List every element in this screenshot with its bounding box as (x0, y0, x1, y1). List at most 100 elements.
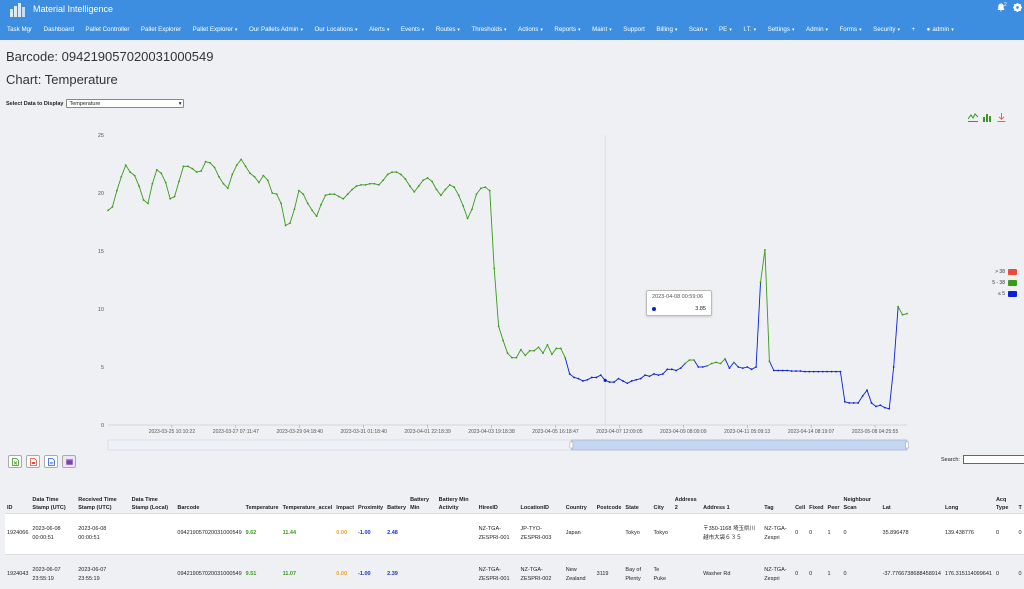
brand-name[interactable]: Material Intelligence (33, 4, 114, 14)
nav-item-our-pallets-admin[interactable]: Our Pallets Admin (249, 26, 303, 33)
column-header-hireeid[interactable]: HireeID (476, 474, 519, 514)
column-header-battery[interactable]: Battery (385, 474, 409, 514)
column-header-received-time-stamp-utc[interactable]: Received Time Stamp (UTC) (76, 474, 130, 514)
column-header-battery-min[interactable]: Battery Min (408, 474, 437, 514)
column-header-data-time-stamp-utc[interactable]: Data Time Stamp (UTC) (30, 474, 77, 514)
data-point (892, 366, 895, 368)
column-header-t[interactable]: T (1016, 474, 1024, 514)
data-point (142, 199, 145, 201)
column-header-proximity[interactable]: Proximity (356, 474, 386, 514)
column-header-peer[interactable]: Peer (825, 474, 842, 514)
column-header-country[interactable]: Country (563, 474, 595, 514)
nav-item-thresholds[interactable]: Thresholds (471, 26, 506, 33)
temperature-chart[interactable]: 25 20 15 10 5 0 2023-03-25 10:10:22 2023-03-27 … (0, 125, 1024, 455)
nav-item-admin[interactable]: Admin (806, 26, 828, 33)
series-segment (249, 172, 255, 178)
nav-item-maint[interactable]: Maint (592, 26, 612, 33)
series-segment (640, 374, 646, 379)
column-header-state[interactable]: State (623, 474, 652, 514)
data-point (115, 189, 118, 192)
column-header-barcode[interactable]: Barcode (175, 474, 244, 514)
nav-item-settings[interactable]: Settings (768, 26, 795, 33)
column-header-acq-type[interactable]: Acq Type (993, 474, 1017, 514)
calendar-button[interactable] (62, 455, 76, 468)
column-header-neighbour-scan[interactable]: Neighbour Scan (841, 474, 881, 514)
data-select[interactable]: Temperature ▾ (66, 99, 185, 108)
series-segment (485, 186, 491, 192)
nav-item-task-mgr[interactable]: Task Mgr (7, 26, 32, 33)
nav-item-forms[interactable]: Forms (840, 26, 862, 33)
data-point (777, 369, 780, 372)
column-header-data-time-stamp-local[interactable]: Data Time Stamp (Local) (129, 474, 176, 514)
table-row[interactable]: 1924066 2023-06-08 00:00:51 2023-06-08 00:… (5, 512, 1024, 554)
column-header-postcode[interactable]: Postcode (594, 474, 624, 514)
nav-item-admin[interactable]: ● admin (927, 26, 954, 33)
column-header-tag[interactable]: Tag (762, 474, 794, 514)
excel-export-button[interactable] (8, 455, 22, 468)
nav-item-support[interactable]: Support (623, 26, 645, 33)
nav-item-pe[interactable]: PE (719, 26, 732, 33)
legend-item[interactable]: ≤ 5 (972, 288, 1017, 299)
line-chart-icon[interactable] (967, 113, 979, 124)
nav-item-scan[interactable]: Scan (689, 26, 708, 33)
column-header-cell[interactable]: Cell (793, 474, 808, 514)
data-point (799, 370, 802, 372)
legend-item[interactable]: > 38 (972, 266, 1017, 277)
pdf-export-button[interactable] (26, 455, 40, 468)
column-header-temperature[interactable]: Temperature (243, 474, 281, 514)
nav-item-actions[interactable]: Actions (518, 26, 543, 33)
cell-tag: NZ-TGA-Zespri (762, 512, 794, 554)
column-header-long[interactable]: Long (942, 474, 994, 514)
cell-battery: 2.39 (385, 553, 409, 589)
document-export-button[interactable] (44, 455, 58, 468)
legend-item[interactable]: 5 - 38 (972, 277, 1017, 288)
nav-item-reports[interactable]: Reports (554, 26, 580, 33)
cell-country: New Zealand (563, 553, 595, 589)
gear-icon[interactable] (1013, 3, 1022, 14)
bell-icon[interactable] (997, 3, 1005, 14)
column-header-city[interactable]: City (651, 474, 673, 514)
nav-item-label: Pallet Controller (85, 26, 130, 33)
download-icon[interactable] (997, 113, 1006, 124)
data-point (511, 356, 513, 359)
column-header-address-1[interactable]: Address 1 (701, 474, 763, 514)
column-header-locationid[interactable]: LocationID (518, 474, 564, 514)
nav-item-security[interactable]: Security (873, 26, 900, 33)
column-header-id[interactable]: ID (5, 474, 31, 514)
series-segment (684, 359, 690, 364)
column-header-battery-min-activity[interactable]: Battery Min Activity (436, 474, 477, 514)
search-input[interactable] (962, 455, 1024, 464)
column-header-lat[interactable]: Lat (880, 474, 943, 514)
nav-item-dashboard[interactable]: Dashboard (44, 26, 74, 33)
nav-item-label: Events (400, 26, 420, 33)
nav-item-pallet-explorer[interactable]: Pallet Explorer (193, 26, 238, 33)
nav-item-alerts[interactable]: Alerts (369, 26, 389, 33)
nav-item-events[interactable]: Events (401, 26, 424, 33)
cell-acq-type: 0 (993, 553, 1017, 589)
column-header-temperature-accel[interactable]: Temperature_accel (280, 474, 335, 514)
nav-item-plus[interactable]: + (911, 26, 915, 33)
nav-item-i-t[interactable]: I.T. (743, 26, 756, 33)
column-header-address-2[interactable]: Address 2 (672, 474, 702, 514)
pallet-logo-icon[interactable] (10, 3, 28, 19)
data-select-row: Select Data to Display Temperature ▾ (6, 99, 185, 108)
series-segment (462, 205, 468, 219)
series-segment (502, 340, 508, 354)
table-body: 1924066 2023-06-08 00:00:51 2023-06-08 00:… (5, 512, 1024, 589)
cell-impact: 0.00 (334, 553, 357, 589)
nav-item-billing[interactable]: Billing (656, 26, 677, 33)
series-segment (768, 361, 775, 371)
data-point (843, 400, 846, 403)
column-header-fixed[interactable]: Fixed (807, 474, 826, 514)
nav-item-pallet-controller[interactable]: Pallet Controller (85, 26, 129, 33)
cell-cell: 0 (793, 512, 808, 554)
data-point (315, 215, 318, 218)
bar-chart-icon[interactable] (983, 113, 992, 124)
nav-item-routes[interactable]: Routes (436, 26, 460, 33)
nav-item-our-locations[interactable]: Our Locations (314, 26, 357, 33)
nav-item-pallet-explorer[interactable]: Pallet Explorer (141, 26, 181, 33)
table-row[interactable]: 1924043 2023-06-07 23:55:19 2023-06-07 23:… (5, 553, 1024, 589)
cell-acq-type: 0 (993, 512, 1017, 554)
data-point (222, 182, 225, 185)
column-header-impact[interactable]: Impact (334, 474, 357, 514)
